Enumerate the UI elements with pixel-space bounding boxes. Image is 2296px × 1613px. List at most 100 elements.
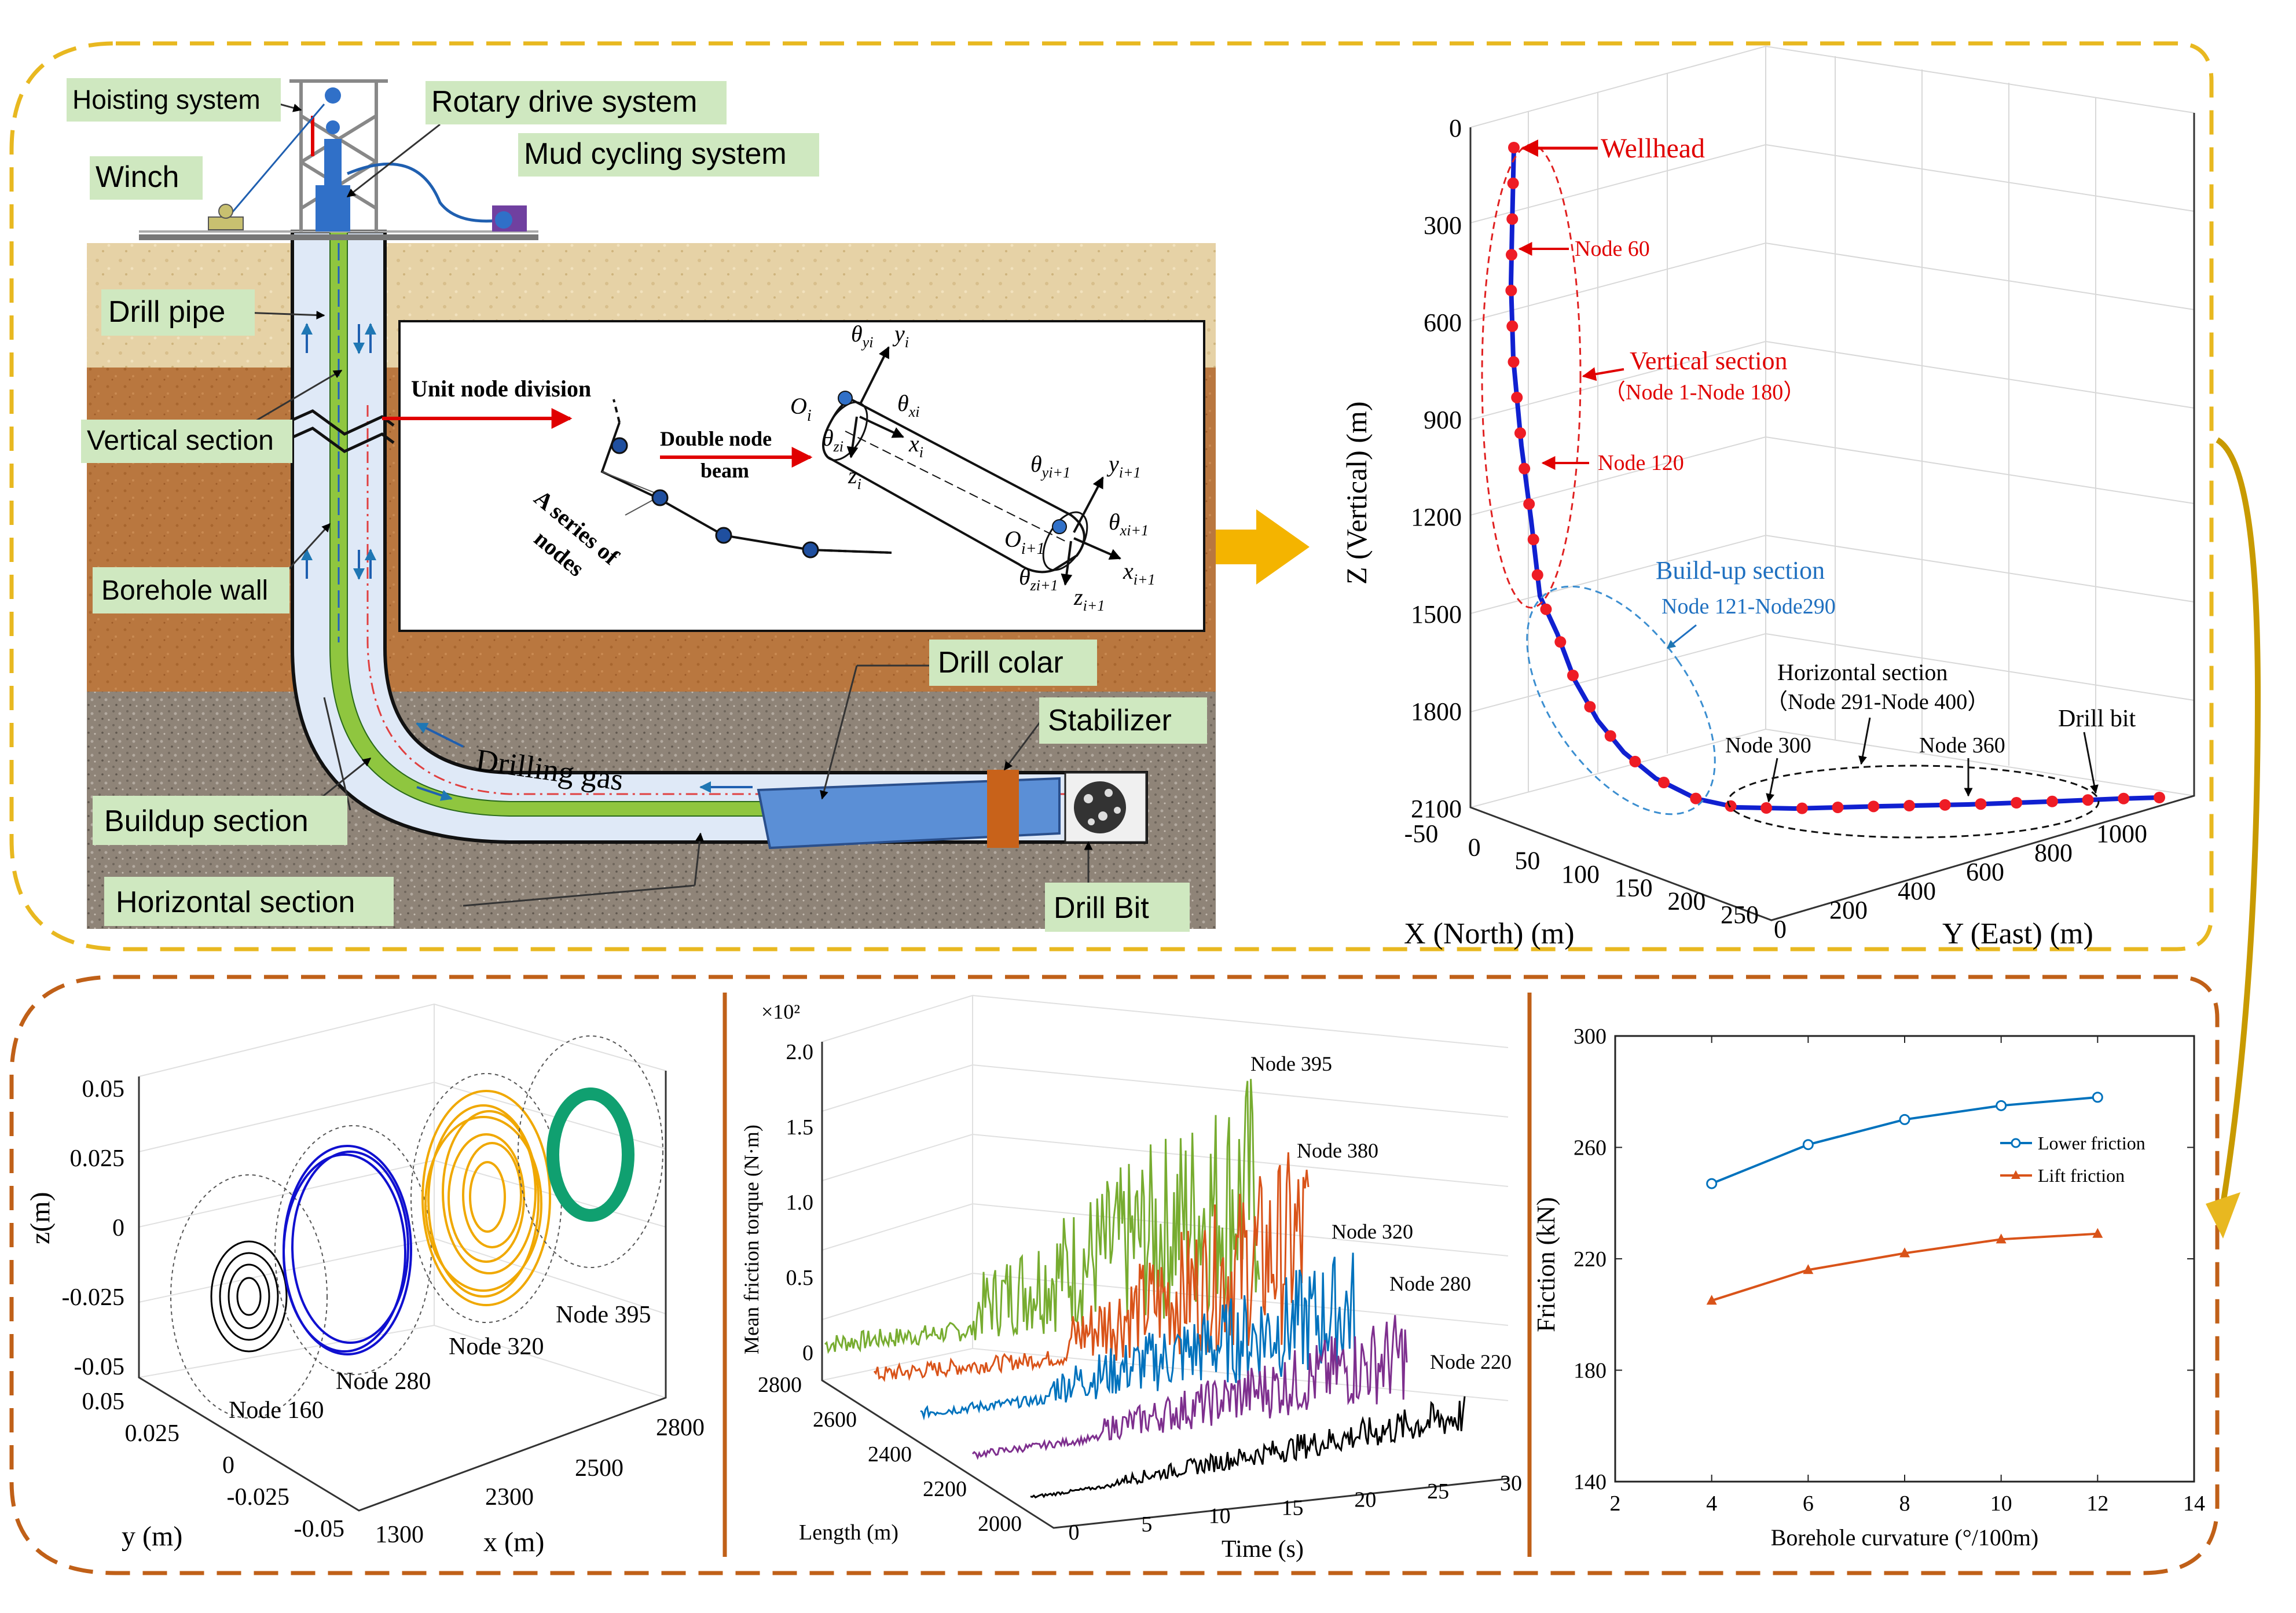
inset-xi1-sub: i+1 (1134, 571, 1156, 588)
label-horizontal: Horizontal section (116, 886, 355, 919)
anno-node60: Node 60 (1575, 237, 1650, 261)
trajectory-node (1567, 670, 1579, 682)
gas-flow-path (366, 405, 1146, 795)
friction-point (1802, 1139, 1814, 1151)
torque-ttick: 5 (1141, 1512, 1152, 1537)
trajectory-node (1939, 799, 1951, 811)
torque-series-line (920, 1252, 1356, 1421)
label-borehole-wall: Borehole wall (101, 575, 268, 606)
orbit-xlabel: x (m) (483, 1527, 544, 1557)
torque-series-line (824, 1079, 1260, 1354)
friction-point (1706, 1295, 1717, 1305)
trajectory-node (1760, 802, 1773, 814)
anno-horizontal-range: （Node 291-Node 400） (1766, 690, 1989, 714)
inset-zi1-sub: i+1 (1083, 597, 1105, 614)
friction-point (2092, 1228, 2103, 1238)
traj-xtick: 150 (1615, 873, 1653, 902)
torque-series-label: Node 280 (1389, 1272, 1471, 1295)
torque-ttick: 0 (1069, 1520, 1080, 1545)
curved-arrowhead-icon (2206, 1192, 2240, 1239)
legend-marker (2011, 1138, 2021, 1148)
trajectory-node (1540, 603, 1552, 615)
svg-text:yi+1: yi+1 (1106, 451, 1141, 481)
torque-ztick: 1.5 (786, 1115, 814, 1140)
svg-text:yi: yi (892, 321, 909, 351)
inset-xi1: x (1123, 558, 1134, 584)
anno-wellhead: Wellhead (1601, 133, 1705, 164)
friction-point (1899, 1114, 1910, 1125)
orbit-ytick: 0.025 (125, 1420, 180, 1447)
buildup-section-ellipse (1526, 585, 1716, 815)
trajectory-node (1523, 498, 1535, 510)
label-drill-colar: Drill colar (938, 646, 1063, 679)
torque-ttick: 20 (1354, 1487, 1376, 1512)
torque-ttick: 30 (1500, 1471, 1522, 1496)
traj-xlabel: X (North) (m) (1404, 917, 1575, 950)
friction-point (2092, 1092, 2103, 1103)
trajectory-node (2118, 792, 2130, 804)
trajectory-node (1554, 636, 1567, 648)
inset-zi: z (848, 462, 857, 488)
svg-text:xi+1: xi+1 (1123, 558, 1156, 588)
inset-yi-sub: i (905, 334, 909, 351)
trajectory-node (1604, 730, 1616, 742)
inset-double-node-1: Double node (660, 427, 772, 450)
torque-ztick: 1.0 (786, 1191, 814, 1215)
flow-arrows (301, 323, 753, 801)
trajectory-node (1690, 792, 1702, 804)
label-winch: Winch (96, 160, 179, 194)
inset-xi-sub: i (919, 444, 923, 461)
trajectory-node (1531, 569, 1543, 581)
orbit-xtick: 2300 (485, 1484, 534, 1511)
torque-ttick: 10 (1209, 1504, 1231, 1529)
svg-text:zi: zi (848, 462, 861, 493)
orbit-node320: Node 320 (449, 1333, 544, 1360)
svg-text:θyi+1: θyi+1 (1030, 451, 1070, 481)
trajectory-node (1629, 755, 1641, 767)
inset-theta-zi1-sub: zi+1 (1030, 577, 1058, 594)
legend-label: Lift friction (2038, 1165, 2125, 1186)
torque-ltick: 2800 (758, 1373, 802, 1397)
legend-marker (2011, 1170, 2020, 1179)
svg-text:zi+1: zi+1 (1073, 584, 1105, 614)
anno-buildup-section: Build-up section (1656, 556, 1825, 585)
inset-unit-node-division: Unit node division (411, 376, 591, 402)
orbit-node160: Node 160 (229, 1397, 324, 1424)
inset-yi1: y (1106, 451, 1119, 477)
trajectory-node (1507, 177, 1519, 189)
trajectory-node (1505, 284, 1517, 296)
trajectory-node (2154, 792, 2165, 803)
inset-double-node-2: beam (700, 459, 749, 482)
trajectory-node (1505, 249, 1517, 261)
friction-ytick: 260 (1574, 1136, 1607, 1160)
drilling-rig (139, 79, 538, 240)
inset-theta-yi1-sub: yi+1 (1040, 464, 1070, 481)
traj-ztick: 1200 (1411, 503, 1462, 531)
inset-theta-xi-sub: xi (908, 403, 920, 420)
orbit-ztick: 0.025 (70, 1145, 125, 1172)
inset-yi: y (892, 321, 905, 347)
torque-3d-plot: ×10² Mean friction torque (N·m) Length (… (740, 994, 1522, 1563)
drilling-schematic: Hoisting system Rotary drive system Mud … (67, 78, 1216, 932)
trajectory-node (1508, 142, 1520, 153)
inset-xi: x (908, 431, 919, 457)
trajectory-node (1506, 213, 1519, 225)
torque-ltick: 2600 (813, 1408, 857, 1432)
trajectory-node (1868, 800, 1880, 813)
trajectory-node (2082, 794, 2094, 806)
friction-xtick: 8 (1899, 1491, 1910, 1516)
traj-ztick: 1800 (1411, 697, 1462, 726)
orbit-ytick: -0.025 (227, 1484, 290, 1511)
inset-theta-xi: θ (897, 390, 909, 416)
orbit-ytick: -0.05 (294, 1516, 345, 1542)
trajectory-node (1975, 798, 1987, 810)
trajectory-node (1527, 534, 1539, 546)
label-drill-bit: Drill Bit (1054, 891, 1149, 925)
inset-yi1-sub: i+1 (1119, 464, 1141, 481)
torque-ztick: 0 (802, 1341, 813, 1365)
traj-ztick: 2100 (1411, 795, 1462, 823)
friction-point (1996, 1100, 2007, 1111)
svg-text:θzi+1: θzi+1 (1019, 564, 1058, 594)
friction-xtick: 12 (2086, 1491, 2108, 1516)
